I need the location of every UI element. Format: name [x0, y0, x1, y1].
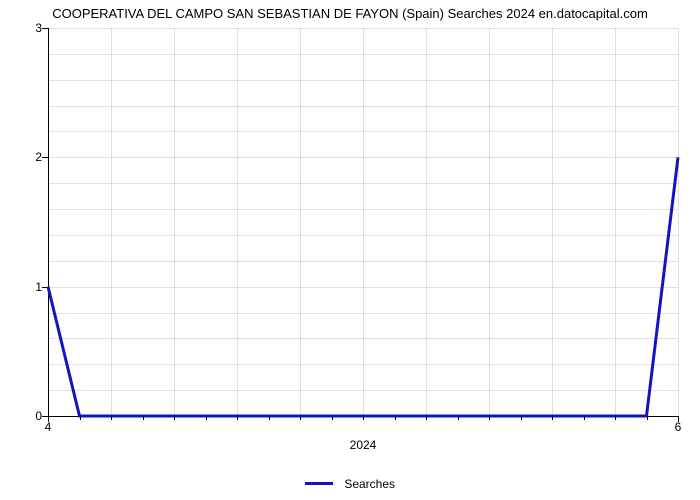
y-tick-label: 1	[35, 280, 48, 294]
legend: Searches	[0, 476, 700, 491]
plot-area: 0123462024	[48, 28, 678, 416]
x-tick-label: 4	[45, 416, 52, 434]
y-tick-label: 2	[35, 150, 48, 164]
gridline-vertical	[678, 28, 679, 416]
chart-container: COOPERATIVA DEL CAMPO SAN SEBASTIAN DE F…	[0, 0, 700, 500]
legend-swatch	[305, 482, 333, 485]
y-tick-label: 3	[35, 21, 48, 35]
series-layer	[48, 28, 678, 416]
x-axis-title: 2024	[48, 438, 678, 452]
legend-label: Searches	[344, 477, 395, 491]
chart-title: COOPERATIVA DEL CAMPO SAN SEBASTIAN DE F…	[0, 6, 700, 21]
x-tick-label: 6	[675, 416, 682, 434]
series-line-searches	[48, 157, 678, 416]
